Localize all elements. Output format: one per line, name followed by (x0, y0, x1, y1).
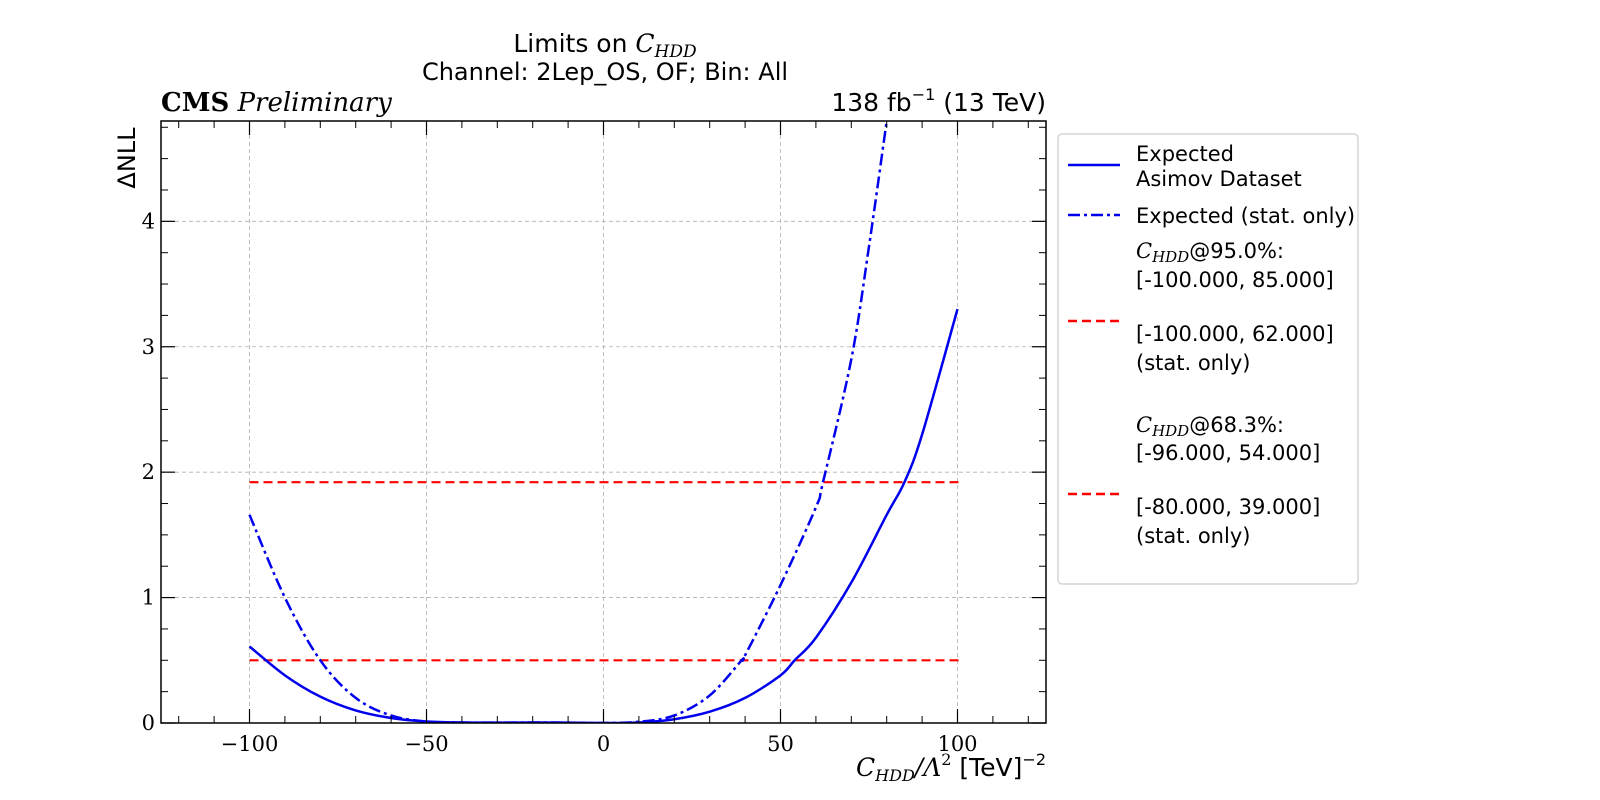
y-tick-label: 2 (142, 460, 155, 484)
x-axis-label: CHDD/Λ2 [TeV]−2 (856, 750, 1046, 785)
y-axis-label: ΔNLL (113, 127, 141, 189)
legend-label-stat-only: Expected (stat. only) (1136, 204, 1355, 228)
x-tick-label: 100 (937, 732, 977, 756)
legend-label-68-interval: [-96.000, 54.000] (1136, 441, 1320, 465)
legend-label-expected-1: Expected (1136, 142, 1234, 166)
legend-label-95-interval: [-100.000, 85.000] (1136, 268, 1334, 292)
y-tick-label: 1 (142, 586, 155, 610)
legend-label-expected-2: Asimov Dataset (1136, 167, 1302, 191)
y-tick-label: 3 (142, 335, 155, 359)
legend-label-95-stat-note: (stat. only) (1136, 351, 1250, 375)
legend-label-68-header: CHDD@68.3%: (1136, 413, 1284, 440)
x-tick-label: 50 (767, 732, 794, 756)
x-tick-label: −100 (221, 732, 279, 756)
chart-title: Limits on CHDD (513, 29, 697, 62)
x-tick-label: −50 (404, 732, 448, 756)
legend: Expected Asimov Dataset Expected (stat. … (1057, 133, 1359, 585)
axis-ticks (161, 121, 1046, 724)
luminosity-label: 138 fb−1 (13 TeV) (831, 85, 1046, 117)
legend-box (1057, 133, 1359, 585)
y-tick-label: 4 (142, 209, 155, 233)
experiment-label: CMS Preliminary (161, 88, 392, 118)
threshold-lines (249, 481, 962, 662)
legend-label-95-header: CHDD@95.0%: (1136, 239, 1284, 266)
legend-label-68-stat-interval: [-80.000, 39.000] (1136, 495, 1320, 519)
y-tick-label: 0 (142, 711, 155, 735)
legend-label-68-stat-note: (stat. only) (1136, 524, 1250, 548)
tick-labels: −100 −50 0 50 100 0 1 2 3 4 (142, 209, 978, 756)
grid (161, 121, 1046, 723)
nll-curves (248, 121, 959, 723)
legend-label-95-stat-interval: [-100.000, 62.000] (1136, 322, 1334, 346)
chart-subtitle: Channel: 2Lep_OS, OF; Bin: All (422, 58, 788, 86)
curve-stat-only (248, 121, 888, 723)
x-tick-label: 0 (597, 732, 610, 756)
